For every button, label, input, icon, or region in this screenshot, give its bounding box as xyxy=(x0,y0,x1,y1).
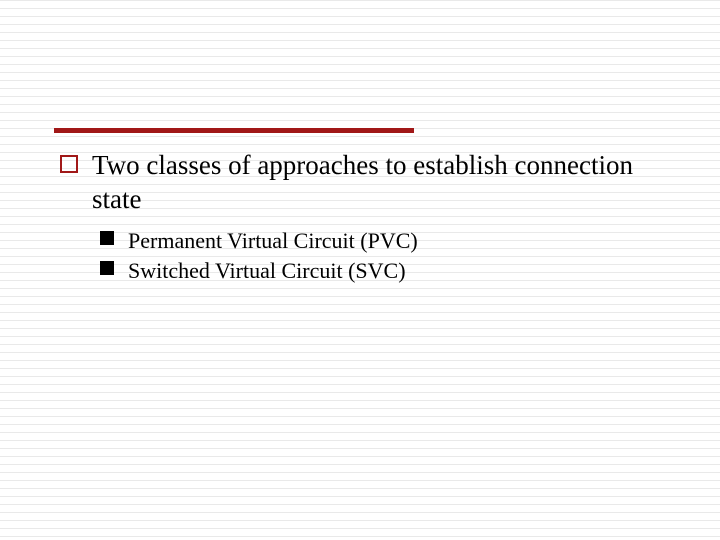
slide-content: Two classes of approaches to establish c… xyxy=(0,0,720,328)
level1-text: Two classes of approaches to establish c… xyxy=(92,149,660,217)
square-outline-icon xyxy=(60,155,78,173)
square-filled-icon xyxy=(100,231,114,245)
level2-text: Switched Virtual Circuit (SVC) xyxy=(128,257,406,286)
title-rule xyxy=(54,128,414,133)
level2-item: Permanent Virtual Circuit (PVC) xyxy=(100,227,660,256)
level2-list: Permanent Virtual Circuit (PVC) Switched… xyxy=(100,227,660,286)
level2-item: Switched Virtual Circuit (SVC) xyxy=(100,257,660,286)
level2-text: Permanent Virtual Circuit (PVC) xyxy=(128,227,418,256)
square-filled-icon xyxy=(100,261,114,275)
level1-item: Two classes of approaches to establish c… xyxy=(60,149,660,217)
